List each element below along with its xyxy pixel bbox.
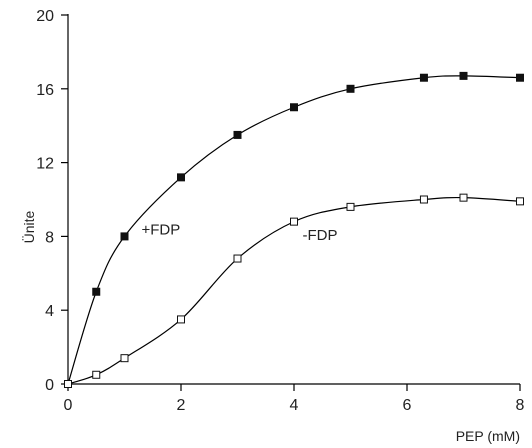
open-square-point bbox=[120, 354, 129, 363]
open-square-point bbox=[459, 193, 468, 202]
series-curves bbox=[67, 75, 521, 385]
series-annotation: -FDP bbox=[302, 227, 337, 244]
y-tick-label: 4 bbox=[45, 303, 54, 320]
y-axis-label: Ünite bbox=[20, 210, 37, 243]
filled-square-point bbox=[177, 173, 185, 182]
y-tick-label: 16 bbox=[36, 82, 54, 99]
filled-square-point bbox=[419, 73, 428, 82]
series-0-line bbox=[67, 75, 521, 385]
filled-square-point bbox=[459, 71, 468, 80]
x-tick-label: 0 bbox=[64, 397, 73, 414]
y-ticks: 0 4 8 12 16 20 bbox=[36, 8, 68, 394]
open-square-point bbox=[64, 380, 72, 388]
x-tick-label: 2 bbox=[177, 397, 186, 414]
series-1-line bbox=[67, 196, 521, 385]
y-tick-label: 12 bbox=[36, 156, 54, 173]
axes bbox=[67, 14, 520, 385]
y-tick-label: 0 bbox=[45, 377, 54, 394]
x-tick-label: 4 bbox=[290, 397, 299, 414]
filled-square-point bbox=[516, 73, 524, 82]
open-square-point bbox=[346, 202, 355, 211]
open-square-point bbox=[290, 217, 298, 226]
filled-square-point bbox=[92, 287, 101, 296]
y-tick-label: 8 bbox=[45, 229, 54, 246]
open-square-point bbox=[92, 370, 101, 379]
x-tick-label: 8 bbox=[516, 397, 525, 414]
open-square-point bbox=[177, 315, 185, 324]
open-square-point bbox=[419, 195, 428, 204]
series-markers bbox=[64, 71, 524, 388]
series-annotation: +FDP bbox=[141, 222, 180, 239]
x-axis-label: PEP (mM) bbox=[456, 428, 520, 444]
open-square-point bbox=[516, 197, 524, 206]
filled-square-point bbox=[233, 130, 242, 139]
filled-square-point bbox=[290, 103, 298, 112]
filled-square-point bbox=[346, 84, 355, 93]
filled-square-point bbox=[120, 232, 129, 241]
annotations: +FDP -FDP bbox=[141, 222, 337, 245]
open-square-point bbox=[233, 254, 242, 263]
x-ticks: 0 2 4 6 8 bbox=[64, 384, 525, 414]
y-tick-label: 20 bbox=[36, 8, 54, 25]
x-tick-label: 6 bbox=[403, 397, 412, 414]
